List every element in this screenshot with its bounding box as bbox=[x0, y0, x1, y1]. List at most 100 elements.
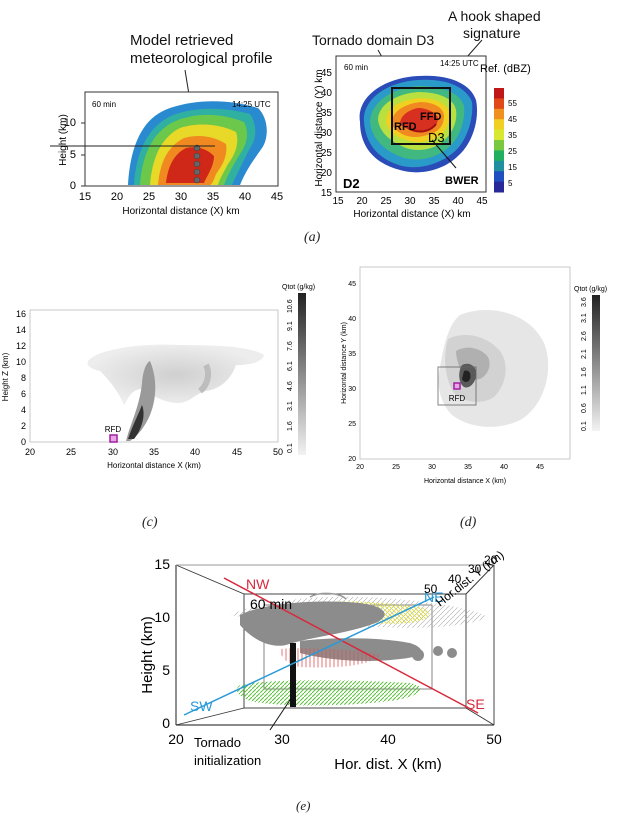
caption-a: (a) bbox=[304, 230, 321, 245]
annotation-hook-line1: A hook shaped bbox=[448, 8, 541, 24]
e-label-nw: NW bbox=[246, 576, 270, 592]
d-cb-tick-3: 1.6 bbox=[581, 367, 588, 377]
d-inner-box bbox=[437, 366, 477, 406]
pointer-line-bwer bbox=[431, 139, 457, 169]
label-d3: D3 bbox=[428, 130, 445, 145]
left-xtick-4: 35 bbox=[207, 191, 219, 203]
e-ytick-0: 0 bbox=[162, 715, 170, 731]
e-xtick-1: 30 bbox=[274, 731, 290, 747]
e-ytick-3: 15 bbox=[154, 556, 170, 572]
c-marker-label: RFD bbox=[105, 425, 122, 434]
cb-a-tick-2: 35 bbox=[508, 131, 517, 140]
c-xtick-6: 50 bbox=[273, 447, 283, 457]
right-colorbar bbox=[494, 88, 504, 193]
c-cb-tick-6: 9.1 bbox=[287, 321, 294, 331]
d-rfd-marker bbox=[453, 382, 461, 390]
right-xtick-3: 30 bbox=[404, 196, 416, 207]
domain-d3-box bbox=[391, 87, 451, 145]
d-ytick-0: 20 bbox=[348, 456, 356, 463]
left-xtick-2: 25 bbox=[143, 191, 155, 203]
right-ytick-3: 30 bbox=[321, 128, 333, 139]
e-label-se: SE bbox=[466, 696, 485, 712]
caption-e: (e) bbox=[296, 798, 311, 813]
left-xtick-1: 20 bbox=[111, 191, 123, 203]
colorbar-segment bbox=[494, 150, 504, 162]
right-ytick-6: 45 bbox=[321, 68, 333, 79]
c-cb-tick-7: 10.6 bbox=[287, 299, 294, 313]
c-cloud-field bbox=[87, 344, 264, 441]
e-ytick-2: 10 bbox=[154, 609, 170, 625]
left-ytick-1: 5 bbox=[70, 149, 76, 161]
left-xlabel: Horizontal distance (X) km bbox=[122, 206, 239, 217]
d-colorbar-title: Qtot (g/kg) bbox=[574, 286, 607, 293]
e-tornado-pointer bbox=[269, 696, 293, 731]
caption-c: (c) bbox=[142, 515, 158, 530]
left-xtick-3: 30 bbox=[175, 191, 187, 203]
d-colorbar-ticks: 0.1 0.6 1.1 1.6 2.1 2.6 3.1 3.6 bbox=[581, 297, 588, 431]
e-label-ne: NE bbox=[424, 589, 443, 605]
d-xtick-5: 45 bbox=[536, 464, 544, 471]
d-cb-tick-2: 1.1 bbox=[581, 385, 588, 395]
d-cb-tick-0: 0.1 bbox=[581, 421, 588, 431]
right-time-label: 60 min bbox=[344, 63, 368, 72]
figure-c: RFD 0 2 4 6 8 10 12 14 16 20 25 30 35 40… bbox=[1, 284, 315, 470]
cb-a-tick-4: 15 bbox=[508, 163, 517, 172]
c-cb-tick-2: 3.1 bbox=[287, 401, 294, 411]
c-xtick-0: 20 bbox=[25, 447, 35, 457]
right-ytick-2: 25 bbox=[321, 148, 333, 159]
right-ytick-1: 20 bbox=[321, 168, 333, 179]
c-ytick-7: 14 bbox=[16, 325, 26, 335]
colorbar-segment bbox=[494, 119, 504, 131]
e-storm-field bbox=[230, 592, 488, 706]
left-time-label: 60 min bbox=[92, 100, 116, 109]
c-ytick-0: 0 bbox=[21, 437, 26, 447]
e-line-nw-se bbox=[223, 577, 479, 714]
d-cloud-field bbox=[438, 310, 549, 427]
right-xtick-4: 35 bbox=[428, 196, 440, 207]
left-utc-label: 14:25 UTC bbox=[232, 100, 271, 109]
colorbar-segment bbox=[494, 140, 504, 151]
d-ylabel: Horizontal distance Y (km) bbox=[341, 322, 348, 404]
c-cb-tick-3: 4.6 bbox=[287, 381, 294, 391]
d-marker-label: RFD bbox=[449, 394, 466, 403]
e-ytick-1: 5 bbox=[162, 662, 170, 678]
c-colorbar-title: Qtot (g/kg) bbox=[282, 284, 315, 291]
right-ytick-0: 15 bbox=[321, 188, 333, 199]
colorbar-segment bbox=[494, 129, 504, 141]
d-xlabel: Horizontal distance X (km) bbox=[424, 478, 506, 485]
c-cb-tick-4: 6.1 bbox=[287, 361, 294, 371]
annotation-model-profile-line2: meteorological profile bbox=[130, 50, 273, 67]
d-ytick-5: 45 bbox=[348, 281, 356, 288]
e-xtick-2: 40 bbox=[380, 731, 396, 747]
e-box bbox=[175, 564, 495, 726]
e-xlabel: Hor. dist. X (km) bbox=[334, 756, 442, 773]
left-ytick-0: 0 bbox=[70, 180, 76, 192]
c-ytick-5: 10 bbox=[16, 357, 26, 367]
c-ytick-8: 16 bbox=[16, 309, 26, 319]
d-xtick-4: 40 bbox=[500, 464, 508, 471]
c-ytick-3: 6 bbox=[21, 389, 26, 399]
c-cb-tick-5: 7.6 bbox=[287, 341, 294, 351]
c-xtick-4: 40 bbox=[190, 447, 200, 457]
cb-a-tick-3: 25 bbox=[508, 147, 517, 156]
e-depth-tick-2: 30 bbox=[468, 562, 482, 576]
e-tornado-column bbox=[290, 643, 296, 707]
c-xtick-3: 35 bbox=[149, 447, 159, 457]
right-ytick-4: 35 bbox=[321, 108, 333, 119]
d-xtick-2: 30 bbox=[428, 464, 436, 471]
label-ffd-a: FFD bbox=[420, 111, 441, 123]
cb-a-tick-5: 5 bbox=[508, 179, 513, 188]
label-bwer: BWER bbox=[445, 175, 479, 187]
label-rfd-a: RFD bbox=[394, 121, 417, 133]
e-ylabel2: Hor.dist. Y (km) bbox=[433, 548, 506, 610]
d-cb-tick-1: 0.6 bbox=[581, 403, 588, 413]
left-xtick-5: 40 bbox=[239, 191, 251, 203]
c-xtick-5: 45 bbox=[232, 447, 242, 457]
annotation-tornado-domain: Tornado domain D3 bbox=[312, 32, 435, 48]
d-ytick-2: 30 bbox=[348, 386, 356, 393]
e-time-label: 60 min bbox=[250, 596, 292, 612]
e-line-sw-ne bbox=[183, 596, 435, 716]
colorbar-segment bbox=[494, 171, 504, 183]
colorbar-segment bbox=[494, 181, 504, 193]
d-ytick-3: 35 bbox=[348, 351, 356, 358]
